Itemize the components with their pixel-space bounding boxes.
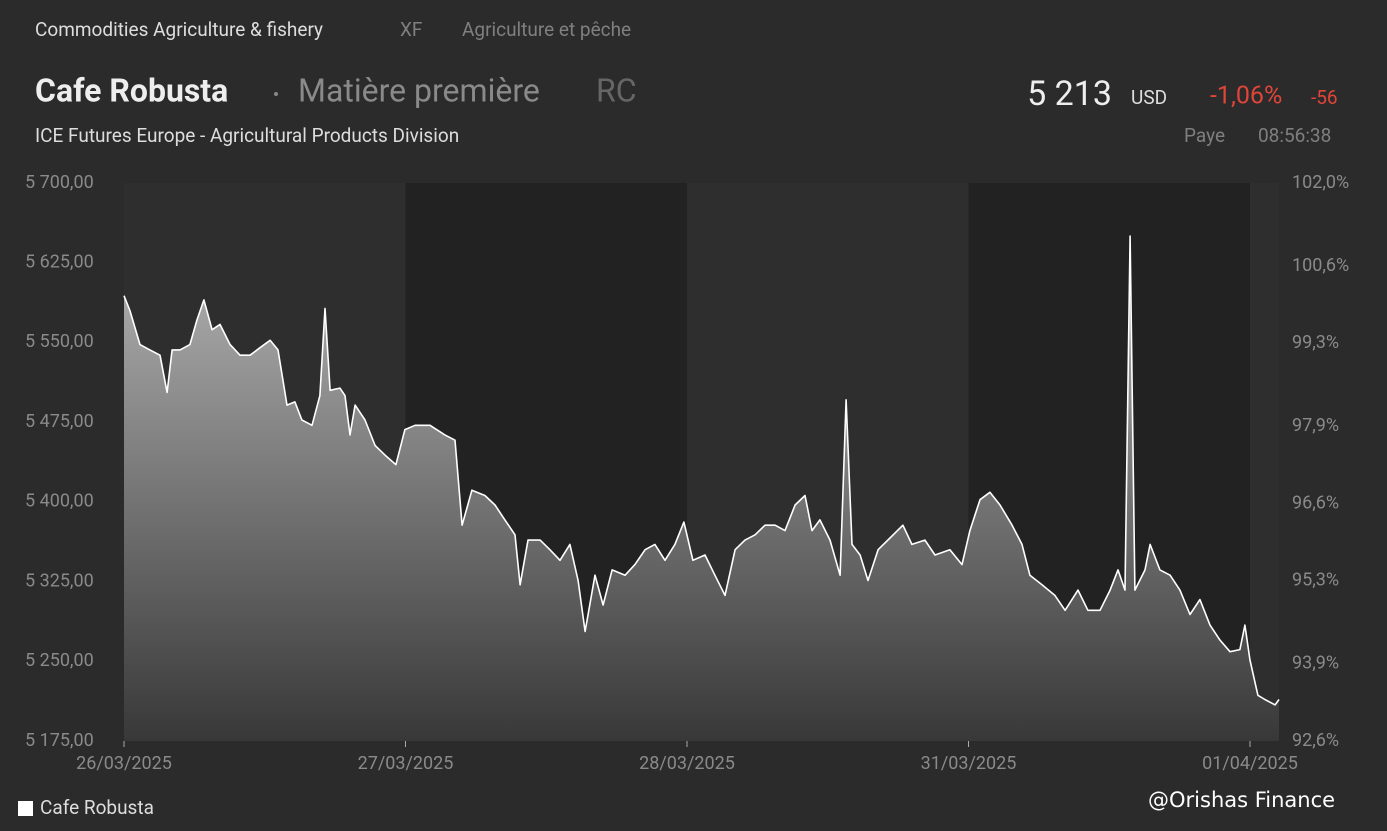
- plot: [123, 235, 1280, 741]
- x-tick-label: 31/03/2025: [921, 753, 1017, 774]
- y-tick-label: 5 625,00: [25, 251, 94, 272]
- y-tick-label: 5 475,00: [25, 411, 94, 432]
- breadcrumb[interactable]: Commodities Agriculture & fishery: [35, 18, 323, 41]
- separator-dot: [274, 92, 278, 96]
- y2-tick-label: 95,3%: [1292, 569, 1339, 590]
- exchange: ICE Futures Europe - Agricultural Produc…: [35, 124, 459, 147]
- y2-tick-label: 102,0%: [1292, 172, 1349, 193]
- legend-label[interactable]: Cafe Robusta: [40, 796, 154, 819]
- market-code: XF: [400, 18, 422, 41]
- watermark: @Orishas Finance: [1148, 788, 1335, 812]
- change-pct: -1,06%: [1210, 82, 1282, 111]
- y2-tick-label: 97,9%: [1292, 415, 1339, 436]
- y2-tick-label: 100,6%: [1292, 255, 1349, 276]
- y-tick-label: 5 550,00: [25, 331, 94, 352]
- change: -56: [1311, 86, 1338, 109]
- instrument-name: Cafe Robusta: [35, 71, 228, 109]
- y2-tick-label: 99,3%: [1292, 332, 1339, 353]
- area-fill: [124, 236, 1279, 741]
- y2-tick-label: 96,6%: [1292, 492, 1339, 513]
- y2-tick-label: 93,9%: [1292, 653, 1339, 674]
- day-band: [1250, 183, 1279, 741]
- x-tick-label: 26/03/2025: [76, 753, 172, 774]
- y-tick-label: 5 250,00: [25, 650, 94, 671]
- y-tick-label: 5 325,00: [25, 570, 94, 591]
- y-tick-label: 5 400,00: [25, 491, 94, 512]
- time: 08:56:38: [1258, 124, 1331, 147]
- instrument-kind: Matière première: [298, 71, 540, 109]
- price: 5 213: [1027, 74, 1112, 114]
- currency: USD: [1131, 86, 1167, 109]
- legend-swatch: [18, 801, 33, 816]
- country: Paye: [1184, 124, 1225, 147]
- x-tick-label: 01/04/2025: [1202, 753, 1298, 774]
- y-tick-label: 5 700,00: [25, 172, 94, 193]
- y2-tick-label: 92,6%: [1292, 730, 1339, 751]
- category: Agriculture et pêche: [462, 18, 631, 41]
- ticker: RC: [596, 71, 637, 109]
- price-line: [123, 235, 1280, 706]
- x-tick-label: 27/03/2025: [358, 753, 454, 774]
- y-tick-label: 5 175,00: [25, 730, 94, 751]
- x-tick-label: 28/03/2025: [639, 753, 735, 774]
